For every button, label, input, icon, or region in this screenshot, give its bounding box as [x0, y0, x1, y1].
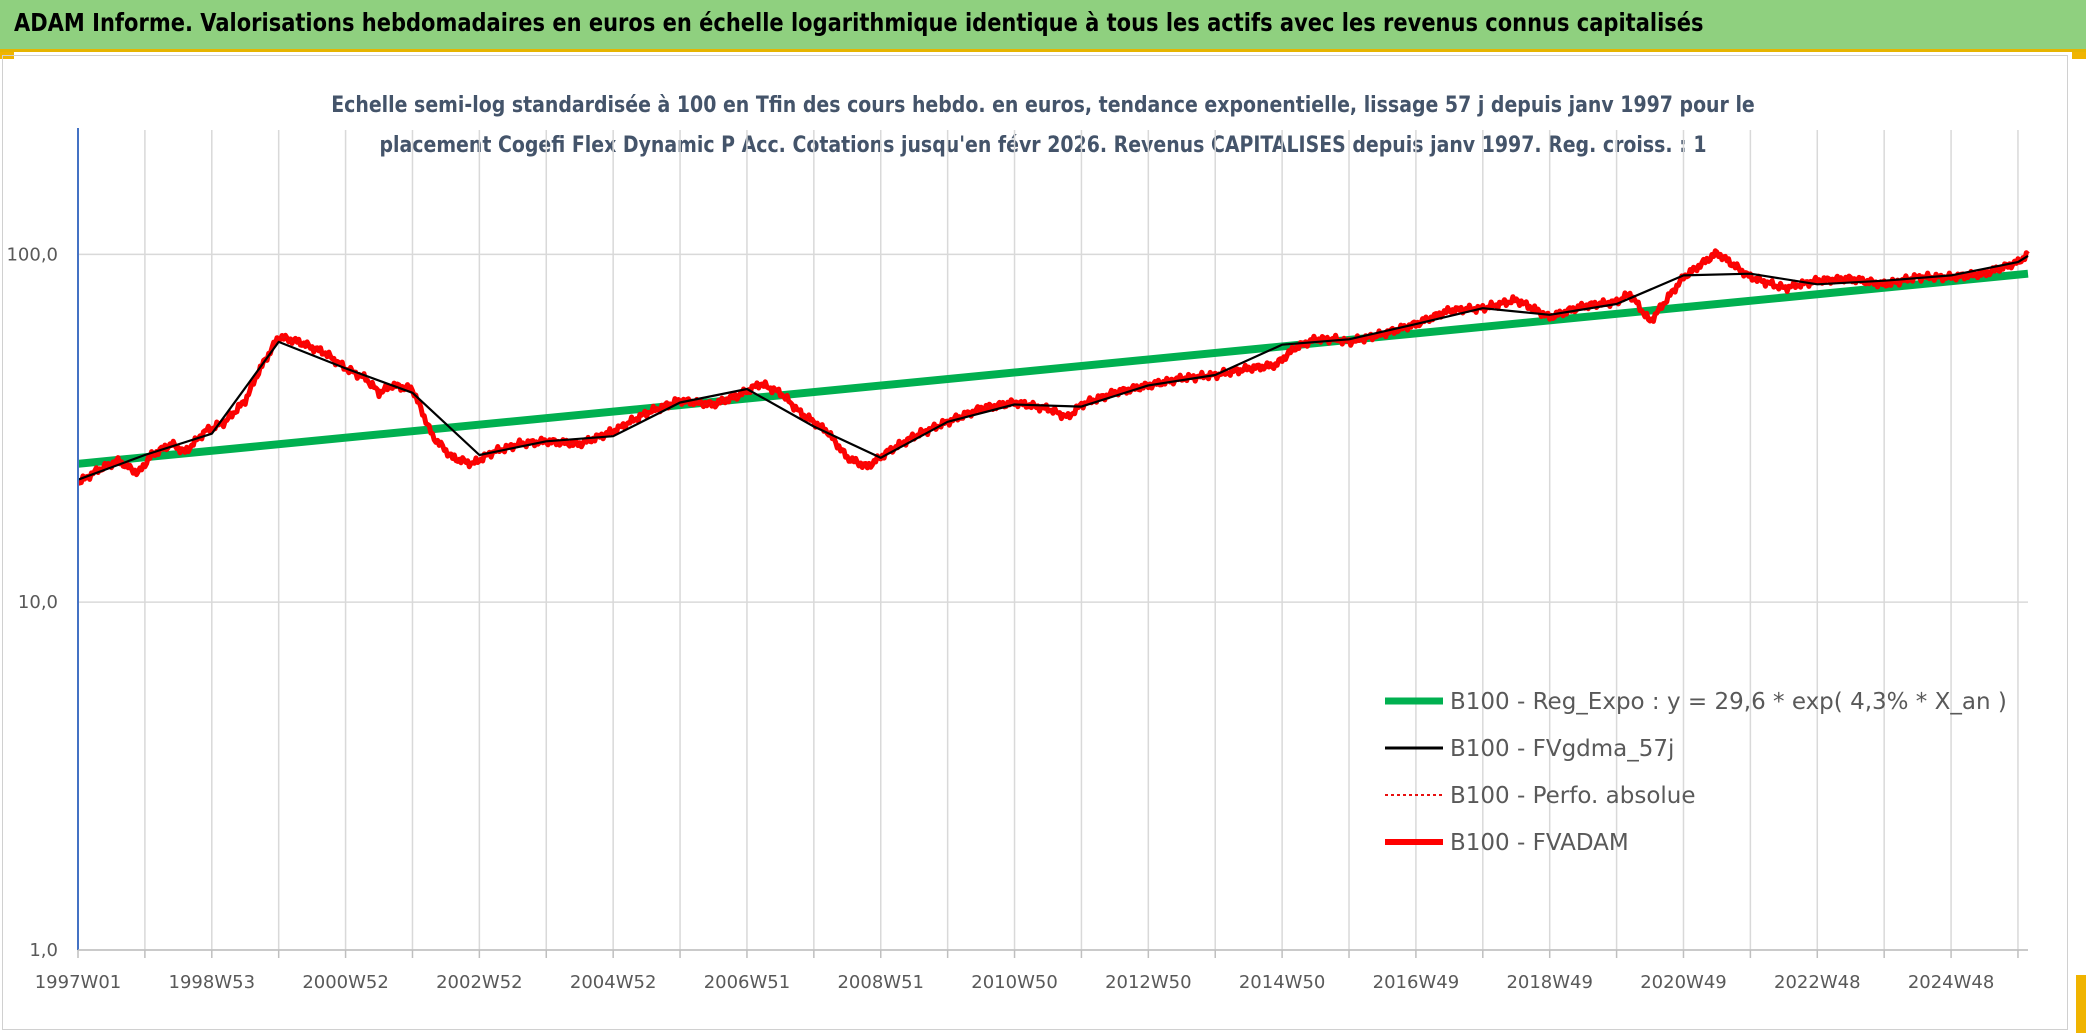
x-tick-label: 2020W49: [1640, 972, 1727, 993]
x-tick-label: 1997W01: [35, 972, 122, 993]
x-tick-label: 2012W50: [1105, 972, 1192, 993]
header-bar: ADAM Informe. Valorisations hebdomadaire…: [0, 0, 2086, 52]
corner-mark-bottom-right: [2076, 975, 2086, 1033]
chart-legend: B100 - Reg_Expo : y = 29,6 * exp( 4,3% *…: [1385, 689, 2007, 856]
x-tick-label: 2000W52: [302, 972, 389, 993]
x-tick-label: 2010W50: [971, 972, 1058, 993]
legend-label: B100 - FVgdma_57j: [1450, 736, 1674, 762]
legend-label: B100 - FVADAM: [1450, 830, 1629, 856]
x-tick-label: 2022W48: [1774, 972, 1861, 993]
legend-label: B100 - Reg_Expo : y = 29,6 * exp( 4,3% *…: [1450, 689, 2007, 715]
page-title: ADAM Informe. Valorisations hebdomadaire…: [14, 8, 1704, 37]
chart-title: Echelle semi-log standardisée à 100 en T…: [0, 86, 2086, 166]
corner-mark-top-right: [2072, 52, 2086, 59]
chart-title-line-1: Echelle semi-log standardisée à 100 en T…: [331, 93, 1755, 118]
chart-axes: 1,0 10,0 100,0 1997W01 1998W53 2000W52 2002W52…: [6, 128, 2028, 993]
x-tick-label: 2008W51: [837, 972, 924, 993]
x-tick-label: 2014W50: [1239, 972, 1326, 993]
chart-title-line-2: placement Cogefi Flex Dynamic P Acc. Cot…: [379, 133, 1707, 158]
x-tick-label: 2004W52: [570, 972, 657, 993]
series-reg-expo-line: [77, 269, 2029, 468]
x-tick-label: 2006W51: [704, 972, 791, 993]
x-tick-label: 2016W49: [1373, 972, 1460, 993]
y-tick-label: 10,0: [18, 592, 58, 613]
chart-frame: [2, 55, 2068, 1030]
x-tick-label: 2018W49: [1506, 972, 1593, 993]
x-tick-label: 1998W53: [169, 972, 256, 993]
x-tick-label: 2024W48: [1908, 972, 1995, 993]
series-perfo-absolue-line: [77, 249, 2029, 484]
legend-label: B100 - Perfo. absolue: [1450, 783, 1696, 809]
chart-series: [77, 248, 2030, 486]
chart-grid: [77, 130, 2028, 951]
x-tick-label: 2002W52: [436, 972, 523, 993]
y-tick-label: 100,0: [6, 244, 58, 265]
series-fvgdma-line: [77, 254, 2029, 481]
y-tick-label: 1,0: [29, 940, 58, 961]
